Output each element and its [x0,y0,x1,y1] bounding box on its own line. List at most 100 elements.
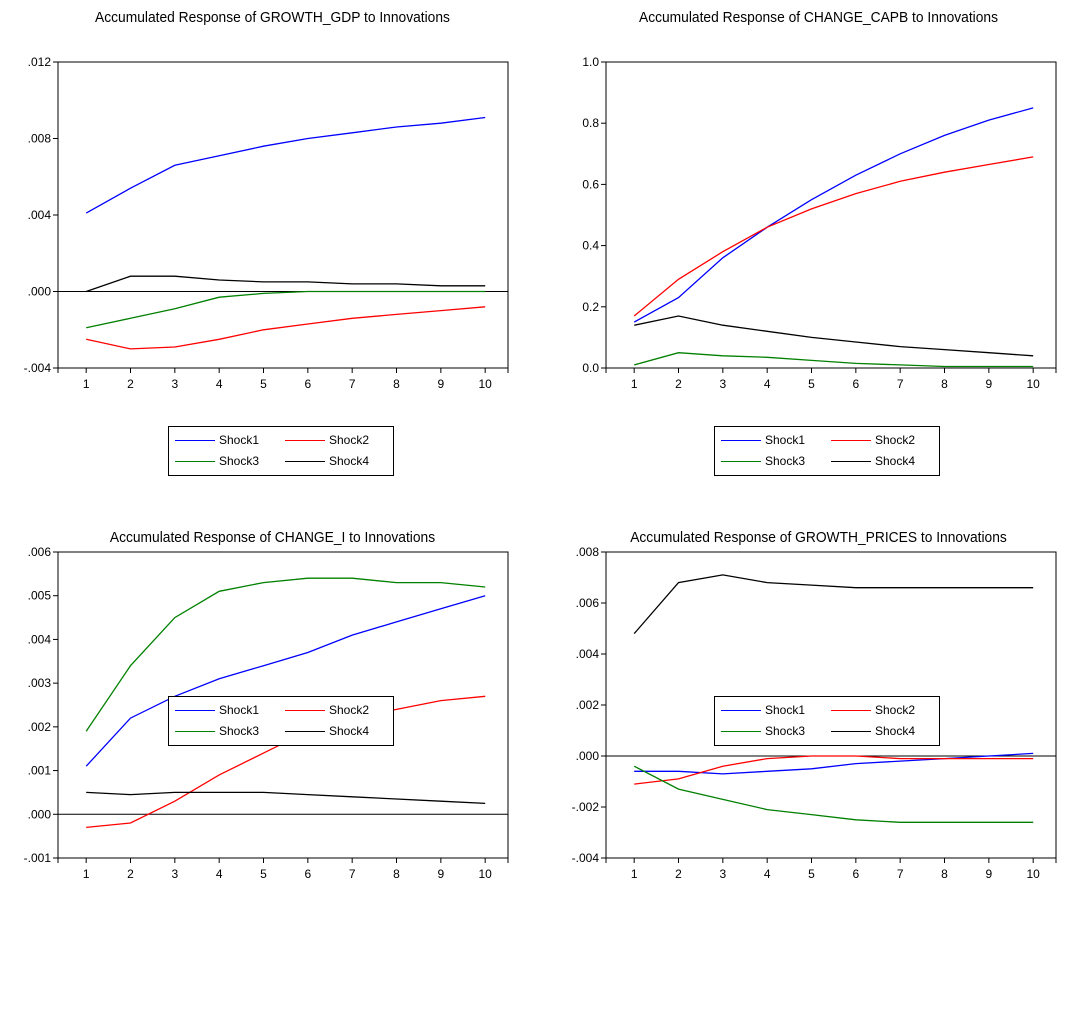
legend-label: Shock3 [219,454,260,468]
y-tick-label: .008 [576,545,600,559]
legend-swatch [831,439,871,441]
chart-plot: -.004 -.002 .000 .002 .004 .006 .008 1 2 3 4 5 6 7 8 9 1… [572,545,1057,881]
legend-item-shock1: Shock1 [175,432,259,448]
series-line-shock3 [633,765,1034,823]
x-tick-label: 1 [83,377,90,391]
series-line-shock1 [85,116,486,214]
series-line-shock4 [634,315,1034,357]
y-tick-label: .000 [576,749,600,763]
y-tick-label: .003 [28,676,52,690]
legend-swatch [285,730,325,732]
legend-swatch [175,709,215,711]
x-tick-label: 7 [897,867,904,881]
x-tick-label: 4 [764,867,771,881]
x-tick-label: 4 [216,377,223,391]
x-tick-label: 5 [260,867,267,881]
x-tick-label: 2 [127,867,134,881]
series-line-shock4 [85,275,486,293]
x-tick-label: 5 [808,377,815,391]
legend-label: Shock4 [329,454,370,468]
series-line-shock3 [634,352,1034,368]
chart-title: Accumulated Response of GROWTH_GDP to In… [95,9,450,26]
chart-panel-growth-gdp: Accumulated Response of GROWTH_GDP to In… [0,0,545,500]
chart-legend: Shock1 Shock2 Shock3 Shock4 [168,696,394,746]
legend-swatch [831,709,871,711]
x-tick-label: 10 [1027,377,1041,391]
x-tick-label: 1 [631,867,638,881]
legend-label: Shock4 [329,724,370,738]
plot-frame [605,61,1057,369]
legend-item-shock1: Shock1 [721,432,805,448]
y-tick-label: .004 [576,647,600,661]
x-tick-label: 7 [349,377,356,391]
y-tick-label: 0.0 [582,361,599,375]
legend-label: Shock3 [765,454,806,468]
chart-legend: Shock1 Shock2 Shock3 Shock4 [714,426,940,476]
x-tick-label: 2 [675,377,682,391]
legend-swatch [721,460,761,462]
legend-label: Shock2 [875,433,916,447]
y-tick-label: -.004 [24,361,52,375]
legend-swatch [721,730,761,732]
legend-item-shock2: Shock2 [285,432,369,448]
legend-item-shock3: Shock3 [175,453,259,469]
legend-label: Shock4 [875,454,916,468]
x-tick-label: 4 [216,867,223,881]
x-tick-label: 9 [986,867,993,881]
x-tick-label: 7 [897,377,904,391]
legend-swatch [285,709,325,711]
x-tick-label: 3 [719,377,726,391]
legend-label: Shock2 [875,703,916,717]
legend-swatch [175,730,215,732]
y-tick-label: 0.2 [582,300,599,314]
x-tick-label: 6 [852,867,859,881]
plot-frame [57,551,509,859]
x-tick-label: 1 [83,867,90,881]
series-line-shock2 [634,755,1034,785]
chart-title: Accumulated Response of CHANGE_I to Inno… [109,529,436,546]
y-tick-label: -.001 [24,851,52,865]
y-tick-label: .012 [28,55,52,69]
legend-swatch [175,460,215,462]
x-tick-label: 5 [260,377,267,391]
legend-label: Shock3 [765,724,806,738]
chart-plot: 0.0 0.2 0.4 0.6 0.8 1.0 1 2 3 4 5 6 7 8 9 10 [582,55,1057,391]
x-tick-label: 8 [393,377,400,391]
chart-panel-growth-prices: Accumulated Response of GROWTH_PRICES to… [546,520,1091,1010]
y-tick-label: .000 [28,285,52,299]
x-tick-label: 1 [631,377,638,391]
series-line-shock3 [85,577,486,732]
x-tick-label: 6 [852,377,859,391]
legend-item-shock1: Shock1 [175,702,259,718]
y-tick-label: .004 [28,208,52,222]
x-tick-label: 7 [349,867,356,881]
legend-item-shock2: Shock2 [831,432,915,448]
series-line-shock1 [633,107,1034,323]
y-tick-label: 0.6 [582,177,599,191]
y-tick-label: .006 [576,596,600,610]
series-line-shock4 [86,791,486,805]
x-tick-label: 6 [304,867,311,881]
legend-item-shock4: Shock4 [285,723,369,739]
legend-label: Shock1 [765,703,806,717]
legend-item-shock2: Shock2 [285,702,369,718]
x-tick-label: 8 [393,867,400,881]
chart-plot: -.004 .000 .004 .008 .012 1 2 3 4 5 6 7 8 9 10 [24,55,509,391]
chart-legend: Shock1 Shock2 Shock3 Shock4 [714,696,940,746]
legend-label: Shock1 [765,433,806,447]
y-tick-label: 0.4 [582,239,599,253]
y-tick-label: .004 [28,632,52,646]
legend-label: Shock1 [219,703,260,717]
legend-item-shock3: Shock3 [721,453,805,469]
x-tick-label: 8 [941,377,948,391]
x-tick-label: 9 [438,377,445,391]
legend-item-shock2: Shock2 [831,702,915,718]
x-tick-label: 3 [719,867,726,881]
x-tick-label: 2 [127,377,134,391]
legend-swatch [285,460,325,462]
x-tick-label: 9 [438,867,445,881]
y-tick-label: -.004 [572,851,600,865]
legend-label: Shock2 [329,703,370,717]
x-tick-label: 10 [479,377,493,391]
legend-label: Shock2 [329,433,370,447]
